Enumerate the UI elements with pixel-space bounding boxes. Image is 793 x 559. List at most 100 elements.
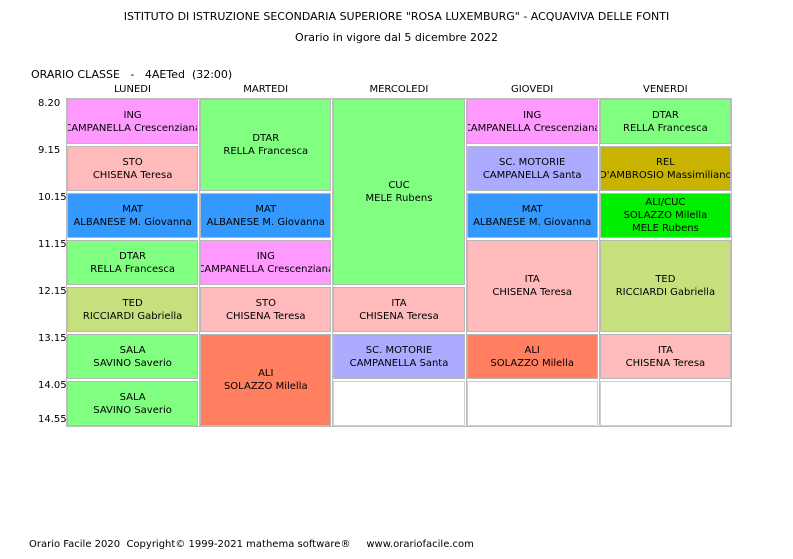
lesson-subject: ITA — [657, 344, 673, 356]
schedule-validity: Orario in vigore dal 5 dicembre 2022 — [295, 31, 498, 44]
time-label: 13.15 — [38, 333, 67, 344]
lesson-cell[interactable]: SC. MOTORIE CAMPANELLA Santa — [333, 334, 465, 379]
lesson-teacher: SAVINO Saverio — [93, 404, 172, 416]
lesson-teacher: ALBANESE M. Giovanna — [206, 216, 325, 228]
time-label: 12.15 — [38, 286, 67, 297]
lesson-cell[interactable]: ALI SOLAZZO Milella — [466, 334, 598, 379]
lesson-teacher: CHISENA Teresa — [92, 169, 173, 181]
lesson-cell[interactable]: TED RICCIARDI Gabriella — [599, 240, 731, 332]
timetable-grid — [66, 98, 732, 427]
lesson-teacher: MELE Rubens — [631, 223, 699, 234]
lesson-teacher: CAMPANELLA Crescenziana — [466, 122, 598, 134]
lesson-teacher: CHISENA Teresa — [359, 310, 439, 322]
lesson-cell[interactable]: STO CHISENA Teresa — [200, 287, 332, 332]
lesson-subject: ALI — [258, 368, 274, 379]
lesson-cell[interactable]: DTAR RELLA Francesca — [599, 99, 731, 144]
lesson-teacher: RELLA Francesca — [223, 146, 309, 157]
lesson-cell[interactable]: SALA SAVINO Saverio — [67, 381, 199, 426]
column-divider — [599, 98, 600, 427]
lesson-teacher: CAMPANELLA Crescenziana — [67, 122, 199, 134]
lesson-teacher: ALBANESE M. Giovanna — [73, 216, 192, 228]
lesson-cell[interactable]: ING CAMPANELLA Crescenziana — [200, 240, 332, 285]
empty-slot — [333, 381, 465, 426]
time-label: 14.05 — [38, 380, 67, 391]
lesson-teacher: SAVINO Saverio — [93, 357, 172, 369]
lesson-cell[interactable]: MAT ALBANESE M. Giovanna — [466, 193, 598, 238]
lesson-teacher: RICCIARDI Gabriella — [82, 310, 183, 322]
lesson-cell[interactable]: ITA CHISENA Teresa — [333, 287, 465, 332]
column-divider — [199, 98, 200, 427]
lesson-cell[interactable]: ING CAMPANELLA Crescenziana — [67, 99, 199, 144]
time-label: 11.15 — [38, 239, 67, 250]
lesson-subject: ING — [256, 250, 275, 262]
time-label: 10.15 — [38, 192, 67, 203]
lesson-teacher: D'AMBROSIO Massimiliano — [599, 169, 731, 181]
lesson-teacher: SOLAZZO Milella — [223, 381, 308, 392]
lesson-teacher: SOLAZZO Milella — [623, 210, 708, 221]
lesson-teacher: MELE Rubens — [365, 193, 433, 204]
lesson-cell[interactable]: ITA CHISENA Teresa — [599, 334, 731, 379]
lesson-cell[interactable]: STO CHISENA Teresa — [67, 146, 199, 191]
lesson-teacher: CAMPANELLA Santa — [349, 357, 449, 369]
time-label: 14.55 — [38, 414, 67, 425]
lesson-teacher: CHISENA Teresa — [492, 287, 572, 298]
lesson-cell[interactable]: DTAR RELLA Francesca — [67, 240, 199, 285]
lesson-teacher: RELLA Francesca — [90, 263, 175, 275]
lesson-cell[interactable]: SALA SAVINO Saverio — [67, 334, 199, 379]
day-header: LUNEDI — [114, 84, 151, 95]
lesson-teacher: RICCIARDI Gabriella — [615, 287, 716, 298]
lesson-subject: REL — [655, 156, 675, 168]
lesson-cell[interactable]: REL D'AMBROSIO Massimiliano — [599, 146, 731, 191]
lesson-teacher: CAMPANELLA Crescenziana — [200, 263, 332, 275]
lesson-subject: ING — [123, 109, 142, 121]
lesson-subject: ITA — [391, 297, 407, 309]
lesson-cell[interactable]: ALI SOLAZZO Milella — [200, 334, 332, 426]
empty-slot — [599, 381, 731, 426]
lesson-subject: SC. MOTORIE — [365, 344, 433, 356]
column-divider — [332, 98, 333, 427]
lesson-subject: ITA — [524, 274, 540, 285]
day-header: MERCOLEDI — [369, 84, 429, 95]
lesson-subject: SC. MOTORIE — [498, 156, 566, 168]
lesson-subject: CUC — [388, 180, 410, 191]
lesson-subject: DTAR — [651, 109, 679, 121]
lesson-subject: STO — [255, 297, 276, 309]
empty-slot — [466, 381, 598, 426]
day-header: GIOVEDI — [510, 84, 554, 95]
time-label: 8.20 — [38, 98, 61, 109]
lesson-subject: ING — [523, 109, 542, 121]
lesson-teacher: CHISENA Teresa — [226, 310, 306, 322]
lesson-cell[interactable]: MAT ALBANESE M. Giovanna — [200, 193, 332, 238]
class-label: ORARIO CLASSE - 4AETed (32:00) — [31, 68, 233, 81]
lesson-teacher: RELLA Francesca — [623, 122, 708, 134]
column-divider — [466, 98, 467, 427]
school-title: ISTITUTO DI ISTRUZIONE SECONDARIA SUPERI… — [123, 10, 670, 23]
lesson-cell[interactable]: ALI/CUC SOLAZZO Milella MELE Rubens — [599, 193, 731, 238]
lesson-cell[interactable]: CUC MELE Rubens — [333, 99, 465, 285]
day-header: VENERDI — [643, 84, 688, 95]
lesson-cell[interactable]: ITA CHISENA Teresa — [466, 240, 598, 332]
lesson-teacher: CHISENA Teresa — [625, 357, 706, 369]
lesson-cell[interactable]: DTAR RELLA Francesca — [200, 99, 332, 191]
footer-copyright: Orario Facile 2020 Copyright© 1999-2021 … — [29, 539, 474, 550]
lesson-subject: TED — [122, 297, 143, 309]
lesson-subject: MAT — [255, 203, 277, 215]
lesson-subject: MAT — [521, 203, 543, 215]
lesson-cell[interactable]: ING CAMPANELLA Crescenziana — [466, 99, 598, 144]
lesson-subject: SALA — [119, 391, 146, 403]
lesson-subject: MAT — [122, 203, 143, 215]
lesson-cell[interactable]: MAT ALBANESE M. Giovanna — [67, 193, 199, 238]
lesson-teacher: SOLAZZO Milella — [490, 357, 574, 369]
lesson-cell[interactable]: SC. MOTORIE CAMPANELLA Santa — [466, 146, 598, 191]
lesson-teacher: ALBANESE M. Giovanna — [473, 216, 592, 228]
lesson-cell[interactable]: TED RICCIARDI Gabriella — [67, 287, 199, 332]
day-header: MARTEDI — [243, 84, 289, 95]
time-label: 9.15 — [38, 145, 61, 156]
lesson-teacher: CAMPANELLA Santa — [482, 169, 582, 181]
lesson-subject: DTAR — [252, 133, 280, 144]
lesson-subject: SALA — [119, 344, 146, 356]
lesson-subject: DTAR — [119, 250, 146, 262]
lesson-subject: ALI/CUC — [645, 197, 686, 208]
lesson-subject: ALI — [524, 344, 540, 356]
lesson-subject: STO — [122, 156, 143, 168]
